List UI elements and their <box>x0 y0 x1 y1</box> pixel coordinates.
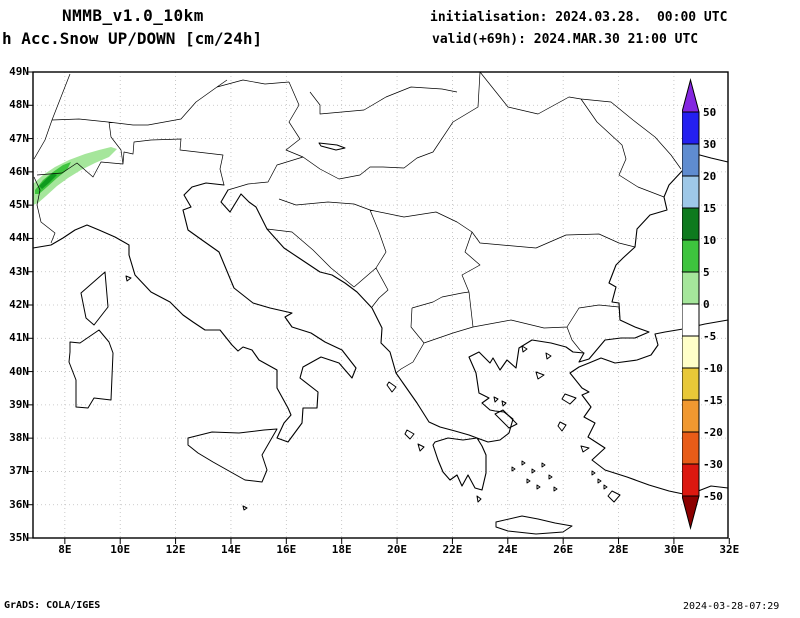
lon-axis-label: 30E <box>663 543 684 556</box>
colorbar-segment <box>682 111 700 145</box>
coastline-italy <box>32 182 357 443</box>
coastline-balkans-greece <box>220 153 729 491</box>
colorbar-segment <box>682 207 700 241</box>
map-svg <box>27 71 730 544</box>
colorbar-tick-label: 50 <box>703 106 716 119</box>
lat-axis-label: 49N <box>9 65 29 78</box>
grid-lines <box>33 72 728 538</box>
colorbar-segment <box>682 239 700 273</box>
lat-axis-label: 46N <box>9 164 29 178</box>
colorbar-segment <box>682 175 700 209</box>
lat-axis-label: 40N <box>9 364 29 378</box>
islands-and-lakes <box>68 142 621 535</box>
lat-axis-label: 38N <box>9 431 29 445</box>
colorbar-tick-label: 0 <box>703 298 710 311</box>
lon-axis-label: 18E <box>331 543 352 556</box>
colorbar-segment <box>682 463 700 497</box>
lon-axis-label: 14E <box>221 543 241 556</box>
colorbar-tick-label: -20 <box>703 426 723 439</box>
model-title: NMMB_v1.0_10km <box>62 6 204 25</box>
colorbar-tick-label: -50 <box>703 490 723 503</box>
colorbar-tick-label: -10 <box>703 362 723 375</box>
lat-axis-label: 36N <box>9 497 29 511</box>
colorbar-bottom-arrow <box>682 495 700 530</box>
lat-axis-label: 43N <box>9 264 29 278</box>
colorbar-segment <box>682 335 700 369</box>
lat-axis-label: 45N <box>9 198 29 212</box>
colorbar-segment <box>682 367 700 401</box>
colorbar-tick-label: 10 <box>703 234 716 247</box>
colorbar-segment <box>682 399 700 433</box>
colorbar-top-arrow <box>682 78 700 113</box>
snow-area-light <box>33 147 117 205</box>
colorbar-tick-label: -5 <box>703 330 716 343</box>
map-plot-area: 49N 48N 47N 46N 45N 44N 43N 42N 41N 40N 39N 38N 37N 3… <box>9 65 739 556</box>
lon-axis-label: 22E <box>442 543 463 556</box>
coastline-anatolia <box>569 319 729 496</box>
valid-time-label: valid(+69h): 2024.MAR.30 21:00 UTC <box>432 32 699 47</box>
lon-axis-label: 10E <box>110 543 131 556</box>
creation-timestamp: 2024-03-28-07:29 <box>683 601 780 612</box>
lat-axis-label: 44N <box>9 231 29 245</box>
colorbar-tick-label: -15 <box>703 394 723 407</box>
lat-axis-label: 35N <box>9 531 29 544</box>
grads-credit: GrADS: COLA/IGES <box>4 600 101 611</box>
axis-ticks <box>27 71 730 544</box>
country-borders <box>33 71 682 374</box>
lon-axis-label: 28E <box>608 543 629 556</box>
lon-axis-label: 16E <box>276 543 297 556</box>
colorbar-segment <box>682 143 700 177</box>
colorbar-segment <box>682 271 700 305</box>
lon-axis-label: 8E <box>58 543 72 556</box>
lon-axis-label: 12E <box>165 543 186 556</box>
lat-axis-label: 37N <box>9 464 29 478</box>
colorbar-segment <box>682 431 700 465</box>
lat-axis-label: 42N <box>9 298 29 311</box>
lon-axis-label: 32E <box>719 543 740 556</box>
lat-axis-label: 48N <box>9 98 29 112</box>
snow-area-core <box>39 173 57 189</box>
colorbar-tick-label: 20 <box>703 170 716 183</box>
product-title: h Acc.Snow UP/DOWN [cm/24h] <box>2 29 263 48</box>
lon-axis-label: 20E <box>387 543 407 556</box>
lat-axis-label: 47N <box>9 131 29 145</box>
colorbar-tick-label: -30 <box>703 458 723 471</box>
lon-axis-label: 26E <box>553 543 574 556</box>
colorbar-tick-label: 30 <box>703 138 716 151</box>
colorbar-segment <box>682 303 700 337</box>
lat-axis-label: 41N <box>9 331 29 345</box>
lat-axis-label: 39N <box>9 397 29 411</box>
initialisation-label: initialisation: 2024.03.28. 00:00 UTC <box>430 10 728 25</box>
colorbar-tick-label: 15 <box>703 202 716 215</box>
colorbar-tick-label: 5 <box>703 266 710 279</box>
lon-axis-label: 24E <box>497 543 518 556</box>
